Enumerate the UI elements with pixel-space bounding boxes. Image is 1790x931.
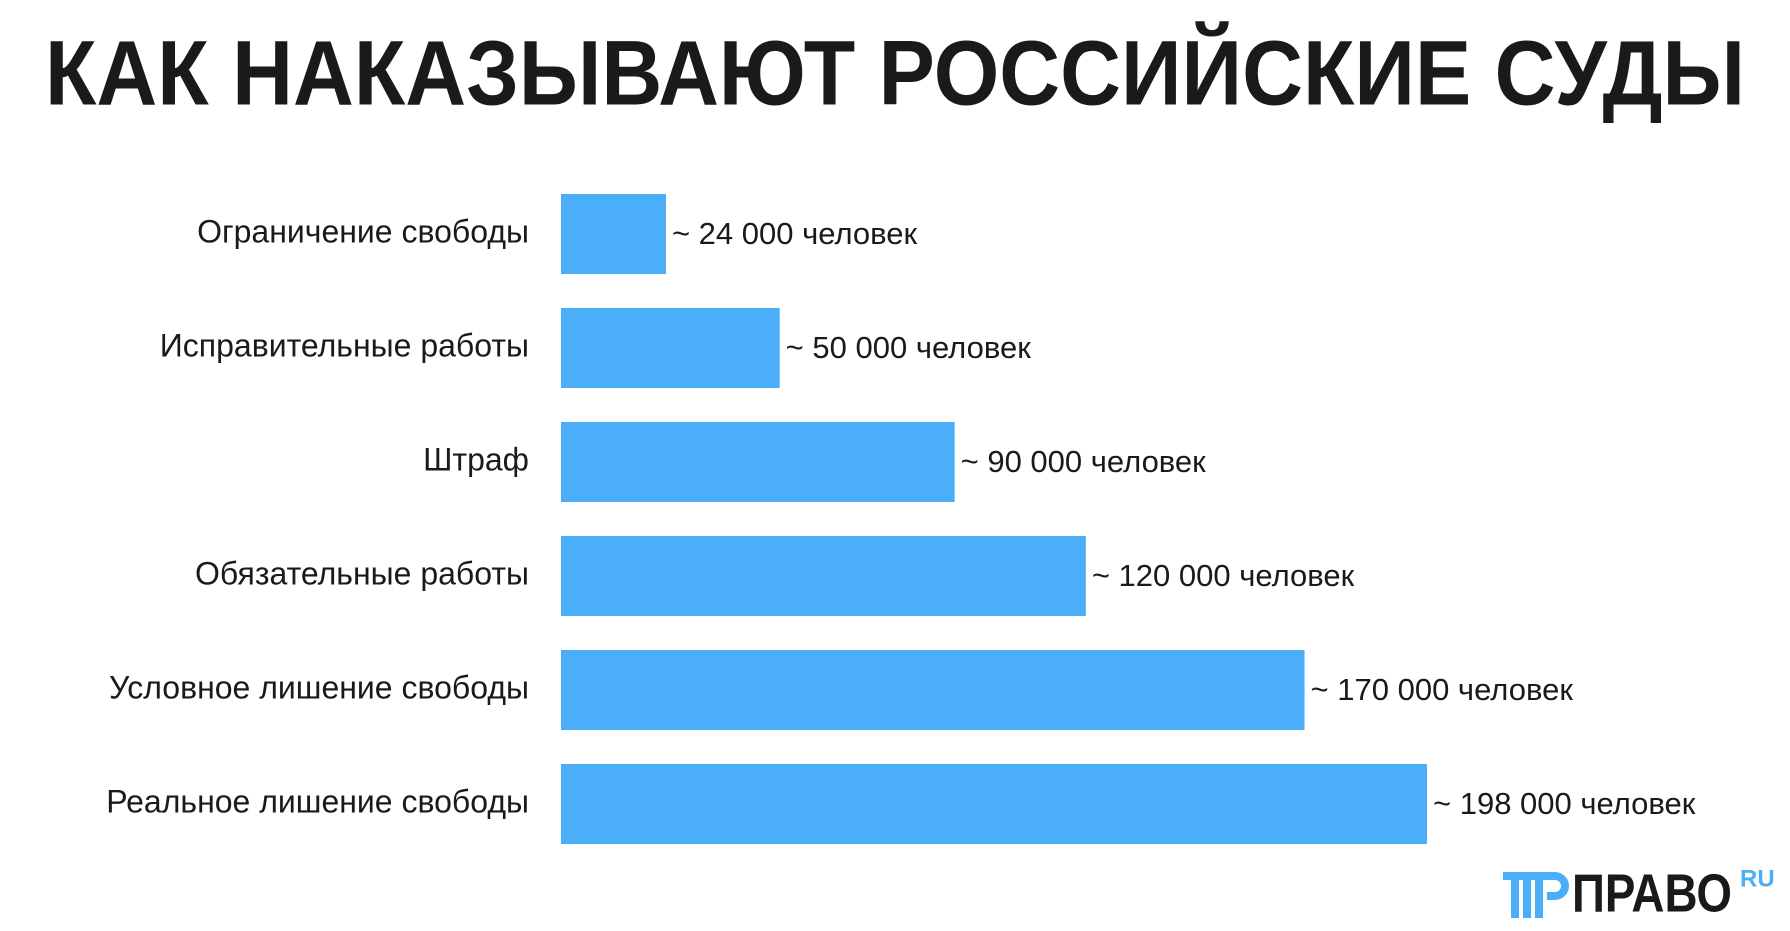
logo-icon	[1503, 872, 1569, 918]
bar	[561, 536, 1086, 616]
category-label: Обязательные работы	[195, 555, 529, 591]
bar	[561, 422, 955, 502]
value-label: ~ 170 000 человек	[1311, 672, 1574, 707]
value-label: ~ 50 000 человек	[786, 330, 1032, 365]
bar	[561, 764, 1427, 844]
category-label: Исправительные работы	[160, 327, 529, 363]
value-label: ~ 24 000 человек	[672, 216, 918, 251]
logo-text: ПРАВО	[1572, 863, 1732, 923]
category-label: Условное лишение свободы	[109, 669, 529, 705]
value-label: ~ 198 000 человек	[1433, 786, 1696, 821]
chart-title: КАК НАКАЗЫВАЮТ РОССИЙСКИЕ СУДЫ	[45, 20, 1745, 124]
bar	[561, 308, 780, 388]
category-label: Реальное лишение свободы	[106, 783, 529, 819]
value-label: ~ 90 000 человек	[961, 444, 1207, 479]
category-label: Ограничение свободы	[197, 213, 529, 249]
logo-suffix: RU	[1740, 865, 1775, 892]
bar	[561, 194, 666, 274]
logo: ПРАВО RU	[1503, 863, 1775, 923]
value-label: ~ 120 000 человек	[1092, 558, 1355, 593]
bar	[561, 650, 1305, 730]
category-label: Штраф	[423, 441, 529, 477]
